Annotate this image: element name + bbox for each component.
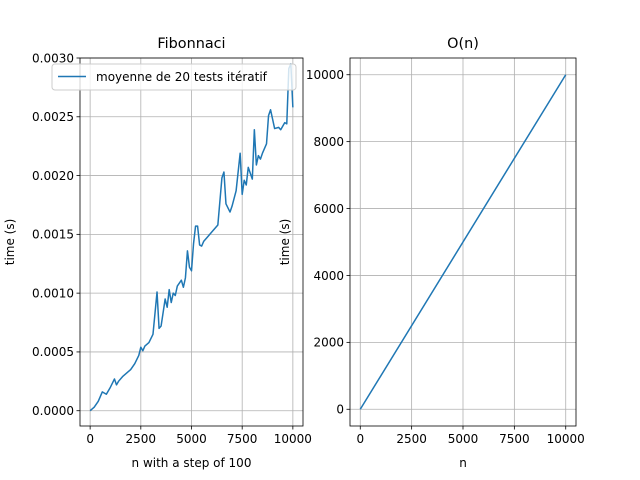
big-o-ticks: 0 2500 5000 7500 10000 0 2000 4000 6000 8000 10000 [306, 68, 585, 446]
big-o-y-axis-label: time (s) [278, 219, 292, 266]
big-o-x-tick-label: 0 [356, 432, 364, 446]
fibonacci-y-tick-label: 0.0030 [32, 51, 74, 65]
big-o-title: O(n) [447, 36, 479, 52]
fibonacci-y-tick-label: 0.0015 [32, 228, 74, 242]
big-o-y-tick-label: 6000 [313, 202, 344, 216]
big-o-y-tick-label: 8000 [313, 135, 344, 149]
big-o-x-axis-label: n [459, 456, 467, 470]
fibonacci-y-axis-label: time (s) [3, 219, 17, 266]
big-o-plot: 0 2500 5000 7500 10000 0 2000 4000 6000 8000 10000… [278, 36, 585, 470]
fibonacci-x-tick-label: 2500 [126, 432, 157, 446]
fibonacci-y-tick-label: 0.0020 [32, 169, 74, 183]
fibonacci-ticks: 0 2500 5000 7500 10000 0.0000 0.0005 0.0010 0.00… [32, 51, 312, 446]
big-o-y-tick-label: 0 [336, 403, 344, 417]
legend-entry-label: moyenne de 20 tests itératif [96, 70, 268, 84]
fibonacci-x-tick-label: 5000 [176, 432, 207, 446]
fibonacci-y-tick-label: 0.0025 [32, 110, 74, 124]
fibonacci-plot: 0 2500 5000 7500 10000 0.0000 0.0005 0.0010 0.00… [3, 36, 312, 470]
fibonacci-x-tick-label: 7500 [227, 432, 258, 446]
big-o-x-tick-label: 7500 [499, 432, 530, 446]
fibonacci-x-tick-label: 10000 [274, 432, 312, 446]
big-o-x-tick-label: 5000 [448, 432, 479, 446]
big-o-data [359, 74, 567, 410]
fibonacci-y-tick-label: 0.0010 [32, 286, 74, 300]
fibonacci-y-tick-label: 0.0005 [32, 345, 74, 359]
fibonacci-legend: moyenne de 20 tests itératif [51, 63, 297, 91]
fibonacci-title: Fibonnaci [157, 36, 225, 52]
fibonacci-x-axis-label: n with a step of 100 [132, 456, 252, 470]
big-o-y-tick-label: 2000 [313, 336, 344, 350]
fibonacci-y-tick-label: 0.0000 [32, 404, 74, 418]
fibonacci-data [89, 63, 294, 412]
big-o-x-tick-label: 10000 [547, 432, 585, 446]
big-o-y-tick-label: 4000 [313, 269, 344, 283]
big-o-x-tick-label: 2500 [396, 432, 427, 446]
fibonacci-x-tick-label: 0 [86, 432, 94, 446]
fibonacci-series-line-0 [89, 63, 294, 412]
fibonacci-grid [80, 57, 303, 426]
big-o-y-tick-label: 10000 [306, 68, 344, 82]
big-o-series-line-0 [359, 74, 567, 410]
legend-box [51, 63, 297, 91]
